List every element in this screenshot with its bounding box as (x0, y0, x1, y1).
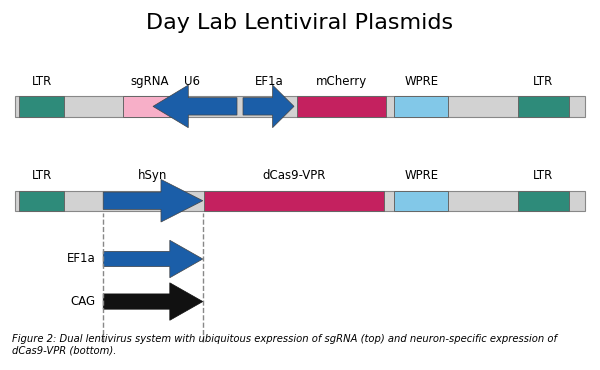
Text: sgRNA: sgRNA (130, 75, 169, 88)
FancyArrow shape (103, 179, 203, 222)
FancyArrow shape (153, 85, 237, 128)
Bar (123, 96, 176, 117)
Bar (394, 191, 448, 211)
Text: U6: U6 (184, 75, 200, 88)
Bar (15, 96, 585, 117)
Text: EF1a: EF1a (254, 75, 283, 88)
Bar (19, 191, 64, 211)
Text: dCas9-VPR: dCas9-VPR (262, 169, 326, 182)
Bar (518, 191, 569, 211)
Text: LTR: LTR (32, 75, 52, 88)
Bar (518, 96, 569, 117)
Text: Day Lab Lentiviral Plasmids: Day Lab Lentiviral Plasmids (146, 13, 454, 33)
Bar (394, 96, 448, 117)
Bar (297, 96, 386, 117)
Text: mCherry: mCherry (316, 75, 367, 88)
FancyArrow shape (103, 240, 203, 278)
Text: EF1a: EF1a (67, 252, 96, 266)
Text: WPRE: WPRE (404, 169, 438, 182)
Text: CAG: CAG (71, 295, 96, 308)
Text: LTR: LTR (533, 75, 553, 88)
FancyArrow shape (103, 283, 203, 320)
Text: WPRE: WPRE (404, 75, 438, 88)
Bar (15, 191, 585, 211)
Text: hSyn: hSyn (139, 169, 167, 182)
FancyArrow shape (243, 85, 294, 128)
Text: LTR: LTR (533, 169, 553, 182)
Bar (19, 96, 64, 117)
Bar (204, 191, 384, 211)
Text: Figure 2: Dual lentivirus system with ubiquitous expression of sgRNA (top) and n: Figure 2: Dual lentivirus system with ub… (12, 334, 557, 356)
Text: LTR: LTR (32, 169, 52, 182)
